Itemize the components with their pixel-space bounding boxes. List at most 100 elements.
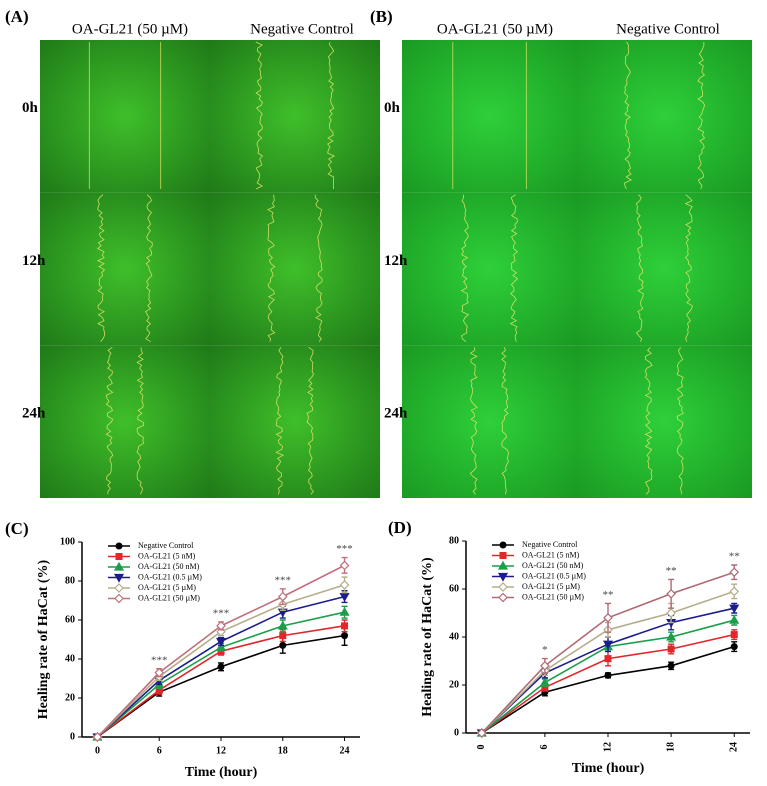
series (92, 556, 350, 742)
marker (339, 592, 350, 602)
series (478, 629, 738, 737)
y-tick-label: 80 (65, 575, 75, 586)
series (476, 564, 740, 738)
marker (217, 663, 225, 671)
y-tick-label: 40 (449, 631, 459, 642)
micrograph (402, 345, 577, 498)
wound-edge (676, 347, 684, 495)
marker (476, 728, 487, 738)
panel-label: (B) (370, 7, 393, 26)
marker (339, 560, 350, 571)
micrograph (210, 192, 380, 346)
wound-edge (306, 347, 315, 495)
wound-edge (644, 347, 653, 495)
legend-label: OA-GL21 (5 nM) (138, 551, 196, 560)
wound-edge (635, 194, 644, 342)
row-label: 24h (22, 405, 46, 421)
significance-mark: *** (151, 654, 168, 666)
micrograph (577, 345, 752, 498)
wound-edge (136, 347, 144, 495)
marker (603, 612, 613, 623)
legend-label: OA-GL21 (5 nM) (522, 550, 580, 559)
marker (730, 631, 738, 639)
marker (602, 640, 614, 650)
legend-marker (498, 582, 508, 592)
micrograph (577, 192, 752, 346)
wound-edge (327, 41, 336, 190)
wound-edge (96, 194, 106, 342)
marker (339, 580, 350, 590)
wound-edge (144, 194, 153, 343)
legend-label: Negative Control (522, 540, 578, 549)
wound-edge (509, 194, 519, 342)
legend-marker (115, 542, 123, 550)
legend-label: OA-GL21 (0.5 µM) (522, 571, 586, 580)
marker (277, 591, 288, 602)
x-tick-label: 6 (539, 745, 550, 750)
legend-label: OA-GL21 (50 µM) (138, 593, 200, 602)
row-label: 24h (384, 405, 408, 421)
legend-label: OA-GL21 (5 µM) (522, 582, 580, 591)
micrograph (402, 192, 577, 346)
legend-marker (498, 592, 508, 603)
x-axis-label: Time (hour) (572, 761, 645, 776)
row-label: 0h (22, 100, 39, 116)
legend-marker (115, 553, 123, 560)
legend-label: OA-GL21 (0.5 µM) (138, 572, 202, 581)
wound-edge (105, 347, 114, 495)
wound-edge (469, 347, 478, 495)
legend-label: OA-GL21 (5 µM) (138, 583, 196, 592)
marker (729, 586, 740, 597)
marker (541, 683, 549, 691)
marker (666, 631, 677, 641)
micrograph (210, 345, 380, 498)
legend-marker (497, 560, 509, 570)
x-tick-label: 12 (216, 745, 226, 756)
panel-label: (D) (388, 518, 412, 537)
wound-edge (275, 347, 285, 495)
wound-edge (697, 41, 706, 190)
marker (277, 620, 288, 630)
legend-marker (499, 552, 507, 559)
column-header: Negative Control (616, 21, 720, 37)
micrograph (577, 40, 752, 193)
legend-label: OA-GL21 (50 nM) (522, 561, 584, 570)
marker (540, 660, 550, 671)
significance-mark: ** (729, 551, 740, 563)
marker (604, 655, 612, 663)
marker (155, 686, 163, 694)
marker (729, 614, 740, 624)
marker (729, 567, 740, 578)
wound-edge (314, 194, 323, 342)
row-label: 0h (384, 100, 401, 116)
micrograph (402, 40, 577, 193)
marker (666, 608, 676, 618)
wound-edge (501, 347, 509, 495)
marker (92, 732, 103, 742)
y-tick-label: 100 (60, 536, 75, 547)
wound-edge (684, 194, 693, 342)
y-tick-label: 0 (70, 731, 75, 742)
marker (215, 637, 227, 647)
micrograph (40, 40, 210, 193)
legend-label: OA-GL21 (50 µM) (522, 592, 584, 601)
y-axis-label: Healing rate of HaCat (%) (36, 559, 51, 719)
wound-edge (255, 41, 264, 190)
marker (279, 641, 287, 649)
marker (667, 645, 675, 653)
panel-label: (A) (5, 7, 29, 26)
legend-marker (113, 561, 125, 571)
y-tick-label: 0 (454, 727, 459, 738)
column-header: Negative Control (250, 21, 354, 37)
marker (539, 677, 550, 687)
legend-marker (113, 573, 125, 583)
significance-mark: *** (336, 543, 353, 555)
y-tick-label: 60 (449, 583, 459, 594)
y-tick-label: 40 (65, 653, 75, 664)
wound-edge (267, 194, 276, 342)
y-tick-label: 20 (65, 692, 75, 703)
x-tick-label: 24 (729, 742, 740, 752)
row-label: 12h (22, 253, 46, 269)
legend-marker (114, 593, 124, 604)
